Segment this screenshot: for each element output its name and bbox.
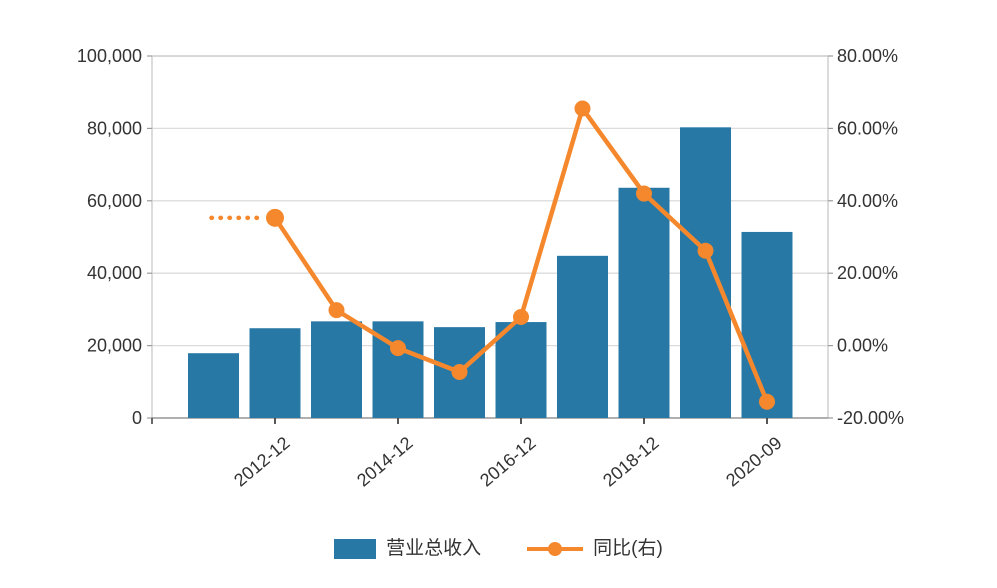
yoy-marker[interactable] xyxy=(390,340,406,357)
chart-legend: 营业总收入 同比(右) xyxy=(0,538,997,560)
y-axis-label-left: 0 xyxy=(132,408,142,428)
yoy-marker[interactable] xyxy=(759,393,775,410)
y-axis-label-left: 40,000 xyxy=(87,263,142,283)
y-axis-label-right: 80.00% xyxy=(837,46,898,66)
y-axis-label-right: 20.00% xyxy=(837,263,898,283)
y-axis-label-right: 60.00% xyxy=(837,118,898,138)
y-axis-label-left: 60,000 xyxy=(87,191,142,211)
y-axis-label-right: 0.00% xyxy=(837,336,888,356)
revenue-bar[interactable] xyxy=(680,127,731,419)
revenue-bar[interactable] xyxy=(495,322,547,418)
y-axis-label-right: 40.00% xyxy=(837,191,898,211)
revenue-bar[interactable] xyxy=(311,321,362,418)
x-axis-label: 2020-09 xyxy=(722,433,785,491)
bar-swatch-icon xyxy=(334,539,377,559)
revenue-bar[interactable] xyxy=(557,255,608,418)
yoy-marker[interactable] xyxy=(636,185,652,202)
y-axis-label-left: 20,000 xyxy=(87,336,142,356)
legend-label-yoy: 同比(右) xyxy=(593,538,663,559)
revenue-bar[interactable] xyxy=(249,328,301,418)
revenue-bar[interactable] xyxy=(618,187,670,418)
yoy-marker[interactable] xyxy=(328,302,345,319)
legend-label-revenue: 营业总收入 xyxy=(386,538,482,559)
revenue-bar[interactable] xyxy=(188,353,239,418)
legend-item-yoy[interactable]: 同比(右) xyxy=(527,538,663,560)
y-axis-label-left: 80,000 xyxy=(87,118,142,138)
line-swatch-icon xyxy=(527,540,584,558)
legend-item-revenue[interactable]: 营业总收入 xyxy=(334,538,481,560)
revenue-bar[interactable] xyxy=(741,231,793,418)
x-axis-label: 2014-12 xyxy=(353,433,416,491)
yoy-marker[interactable] xyxy=(697,242,714,259)
yoy-marker[interactable] xyxy=(513,309,529,326)
yoy-marker[interactable] xyxy=(574,100,591,117)
x-axis-label: 2018-12 xyxy=(599,433,662,491)
combo-chart: 0 -20.00% 20,000 0.00% 40,000 20.00% 60,000 40.… xyxy=(77,46,904,491)
yoy-marker[interactable] xyxy=(266,208,284,227)
y-axis-label-left: 100,000 xyxy=(77,46,142,66)
y-axis-label-right: -20.00% xyxy=(837,408,904,428)
x-axis-label: 2016-12 xyxy=(476,433,539,491)
x-axis-label: 2012-12 xyxy=(230,433,293,491)
yoy-marker[interactable] xyxy=(451,364,468,381)
